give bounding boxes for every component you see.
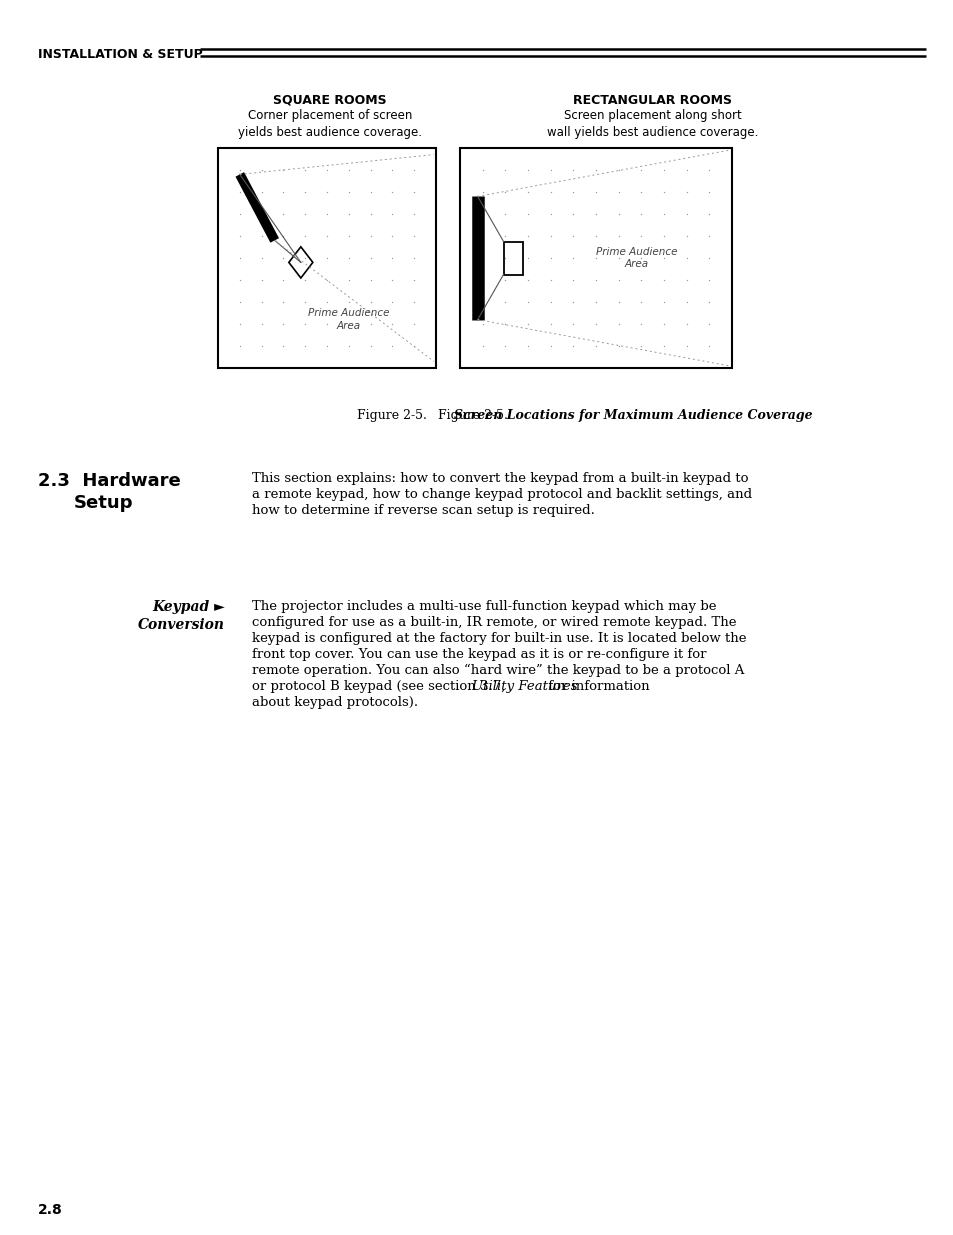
- Text: remote operation. You can also “hard wire” the keypad to be a protocol A: remote operation. You can also “hard wir…: [252, 664, 743, 677]
- Text: SQUARE ROOMS: SQUARE ROOMS: [273, 94, 386, 106]
- Text: keypad is configured at the factory for built-in use. It is located below the: keypad is configured at the factory for …: [252, 632, 745, 645]
- Text: 2.3  Hardware: 2.3 Hardware: [38, 472, 180, 490]
- Text: Conversion: Conversion: [138, 618, 225, 632]
- Text: Keypad ►: Keypad ►: [152, 600, 225, 614]
- Bar: [459, 148, 731, 368]
- Text: a remote keypad, how to change keypad protocol and backlit settings, and: a remote keypad, how to change keypad pr…: [252, 488, 751, 501]
- Text: configured for use as a built-in, IR remote, or wired remote keypad. The: configured for use as a built-in, IR rem…: [252, 616, 736, 629]
- Text: Corner placement of screen
yields best audience coverage.: Corner placement of screen yields best a…: [237, 109, 421, 140]
- Text: about keypad protocols).: about keypad protocols).: [252, 697, 417, 709]
- Text: Prime Audience
Area: Prime Audience Area: [308, 309, 389, 331]
- Text: Screen Locations for Maximum Audience Coverage: Screen Locations for Maximum Audience Co…: [454, 410, 812, 422]
- Text: Figure 2-5.: Figure 2-5.: [356, 410, 435, 422]
- Text: Screen placement along short
wall yields best audience coverage.: Screen placement along short wall yields…: [547, 109, 758, 140]
- Text: Setup: Setup: [74, 494, 133, 513]
- Text: 2.8: 2.8: [38, 1203, 63, 1216]
- Text: INSTALLATION & SETUP: INSTALLATION & SETUP: [38, 47, 203, 61]
- Text: The projector includes a multi-use full-function keypad which may be: The projector includes a multi-use full-…: [252, 600, 716, 613]
- Text: for information: for information: [543, 680, 649, 693]
- Text: Prime Audience
Area: Prime Audience Area: [596, 247, 677, 269]
- Text: how to determine if reverse scan setup is required.: how to determine if reverse scan setup i…: [252, 504, 595, 517]
- Text: or protocol B keypad (see section 3.7,: or protocol B keypad (see section 3.7,: [252, 680, 509, 693]
- Text: RECTANGULAR ROOMS: RECTANGULAR ROOMS: [573, 94, 732, 106]
- Bar: [503, 242, 522, 274]
- Text: Figure 2-5.: Figure 2-5.: [437, 410, 516, 422]
- Bar: [218, 148, 436, 368]
- Text: front top cover. You can use the keypad as it is or re-configure it for: front top cover. You can use the keypad …: [252, 648, 706, 661]
- Text: This section explains: how to convert the keypad from a built-in keypad to: This section explains: how to convert th…: [252, 472, 748, 485]
- Text: Utility Features: Utility Features: [472, 680, 577, 693]
